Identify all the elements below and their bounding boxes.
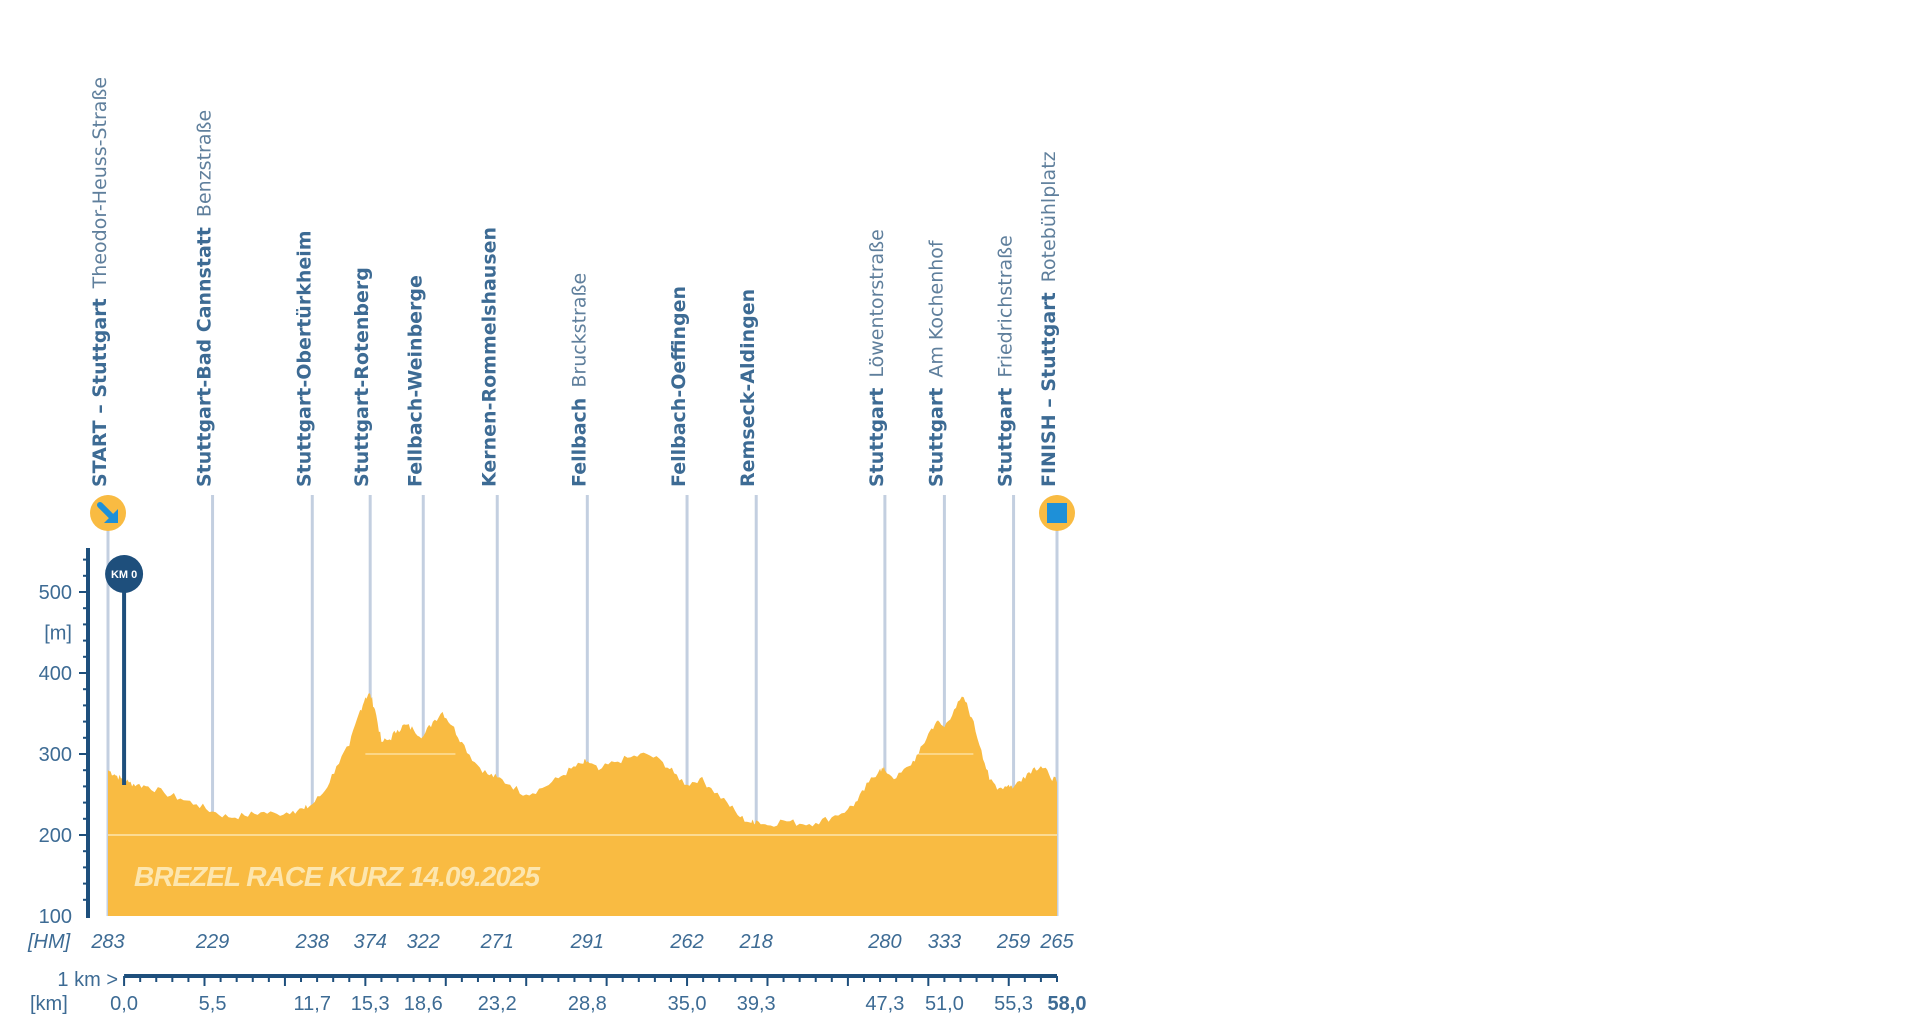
km-value-km0: 0,0 (110, 993, 138, 1015)
waypoint-name: Stuttgart (866, 388, 888, 487)
hm-value-aldingen: 218 (739, 931, 773, 953)
waypoint-name: Stuttgart (925, 388, 947, 487)
waypoint-name: FINISH – Stuttgart (1038, 292, 1060, 487)
km-row-label: [km] (30, 993, 68, 1015)
km-value-weinberge: 18,6 (404, 993, 443, 1015)
waypoint-sub: Theodor-Heuss-Straße (89, 77, 111, 289)
km0-marker: KM 0 (105, 555, 144, 785)
waypoint-name: Fellbach (568, 398, 590, 487)
waypoint-label-rommelshausen: Kernen-Rommelshausen (478, 227, 500, 487)
waypoint-sub: Am Kochenhof (925, 239, 947, 378)
waypoint-label-start: START – Stuttgart Theodor-Heuss-Straße (89, 77, 111, 487)
waypoint-label-obertuerkheim: Stuttgart-Obertürkheim (293, 230, 315, 487)
y-tick-label: 100 (39, 906, 72, 928)
km-value-rommelshausen: 23,2 (478, 993, 517, 1015)
hm-value-loewentor: 280 (867, 931, 901, 953)
waypoint-label-oeffingen: Fellbach-Oeffingen (668, 286, 690, 487)
waypoint-label-aldingen: Remseck-Aldingen (737, 289, 759, 487)
waypoint-sub: Benzstraße (194, 110, 216, 217)
km-value-obertuerkheim: 11,7 (294, 993, 331, 1015)
km-value-fellbach: 28,8 (568, 993, 607, 1015)
waypoint-label-kochenhof: Stuttgart Am Kochenhof (925, 239, 947, 487)
waypoint-label-bad-cannstatt: Stuttgart-Bad Cannstatt Benzstraße (194, 110, 216, 487)
waypoint-labels: START – Stuttgart Theodor-Heuss-Straße Stu… (89, 77, 1060, 487)
y-axis-label: [m] (44, 623, 72, 645)
km-value-aldingen: 39,3 (737, 993, 776, 1015)
waypoint-label-rotenberg: Stuttgart-Rotenberg (351, 267, 373, 487)
waypoint-name: Fellbach-Weinberge (404, 275, 426, 487)
hm-value-weinberge: 322 (407, 931, 440, 953)
elevation-gridlines (108, 753, 1057, 836)
hm-value-finish: 265 (1039, 931, 1074, 953)
hm-row: [HM] 283 229 238 374 322 271 291 262 218 280 333 259… (27, 931, 1075, 953)
race-watermark: BREZEL RACE KURZ 14.09.2025 (134, 861, 541, 892)
waypoint-label-loewentor: Stuttgart Löwentorstraße (866, 229, 888, 487)
waypoint-name: Stuttgart-Obertürkheim (293, 230, 315, 487)
waypoint-label-fellbach: Fellbach Bruckstraße (568, 273, 590, 487)
waypoint-sub: Rotebühlplatz (1038, 151, 1060, 282)
y-tick-label: 200 (39, 825, 72, 847)
waypoint-name: Fellbach-Oeffingen (668, 286, 690, 487)
km-value-rotenberg: 15,3 (351, 993, 390, 1015)
km-value-kochenhof: 51,0 (925, 993, 964, 1015)
waypoint-name: Kernen-Rommelshausen (478, 227, 500, 487)
waypoint-sub: Bruckstraße (568, 273, 590, 388)
km-value-finish: 58,0 (1048, 993, 1087, 1015)
elevation-area (108, 693, 1057, 916)
waypoint-sub: Friedrichstraße (995, 235, 1017, 377)
y-axis: 100 200 300 400 500 [m] (39, 548, 90, 928)
hm-value-friedrich: 259 (996, 931, 1030, 953)
hm-value-rommelshausen: 271 (480, 931, 514, 953)
km-row: 1 km >[km] 0,0 5,5 11,7 15,3 18,6 23,2 28,8 35,0… (30, 969, 1086, 1015)
hm-row-label: [HM] (27, 931, 71, 953)
hm-value-obertuerkheim: 238 (295, 931, 329, 953)
km-value-loewentor: 47,3 (865, 993, 904, 1015)
y-tick-label: 500 (39, 582, 72, 604)
start-arrow-icon (90, 495, 126, 531)
km-value-bad-cannstatt: 5,5 (199, 993, 227, 1015)
y-tick-label: 300 (39, 744, 72, 766)
y-tick-label: 400 (39, 663, 72, 685)
km-value-friedrich: 55,3 (994, 993, 1033, 1015)
hm-value-rotenberg: 374 (353, 931, 386, 953)
hm-value-kochenhof: 333 (928, 931, 961, 953)
waypoint-name: Stuttgart-Rotenberg (351, 267, 373, 487)
waypoint-label-friedrich: Stuttgart Friedrichstraße (995, 235, 1017, 487)
waypoint-icons: KM 0 (90, 495, 1075, 785)
hm-value-fellbach: 291 (570, 931, 604, 953)
waypoint-name: START – Stuttgart (89, 298, 111, 487)
waypoint-label-weinberge: Fellbach-Weinberge (404, 275, 426, 487)
hm-value-start: 283 (90, 931, 124, 953)
waypoint-name: Stuttgart (995, 388, 1017, 487)
waypoint-label-finish: FINISH – Stuttgart Rotebühlplatz (1038, 151, 1060, 487)
finish-square-icon (1039, 495, 1075, 531)
hm-value-oeffingen: 262 (669, 931, 703, 953)
waypoint-name: Stuttgart-Bad Cannstatt (194, 227, 216, 487)
hm-value-bad-cannstatt: 229 (195, 931, 229, 953)
waypoint-sub: Löwentorstraße (866, 229, 888, 378)
km0-marker-label: KM 0 (111, 569, 137, 581)
waypoint-name: Remseck-Aldingen (737, 289, 759, 487)
km-scale-label: 1 km > (57, 969, 118, 991)
km-value-oeffingen: 35,0 (668, 993, 707, 1015)
